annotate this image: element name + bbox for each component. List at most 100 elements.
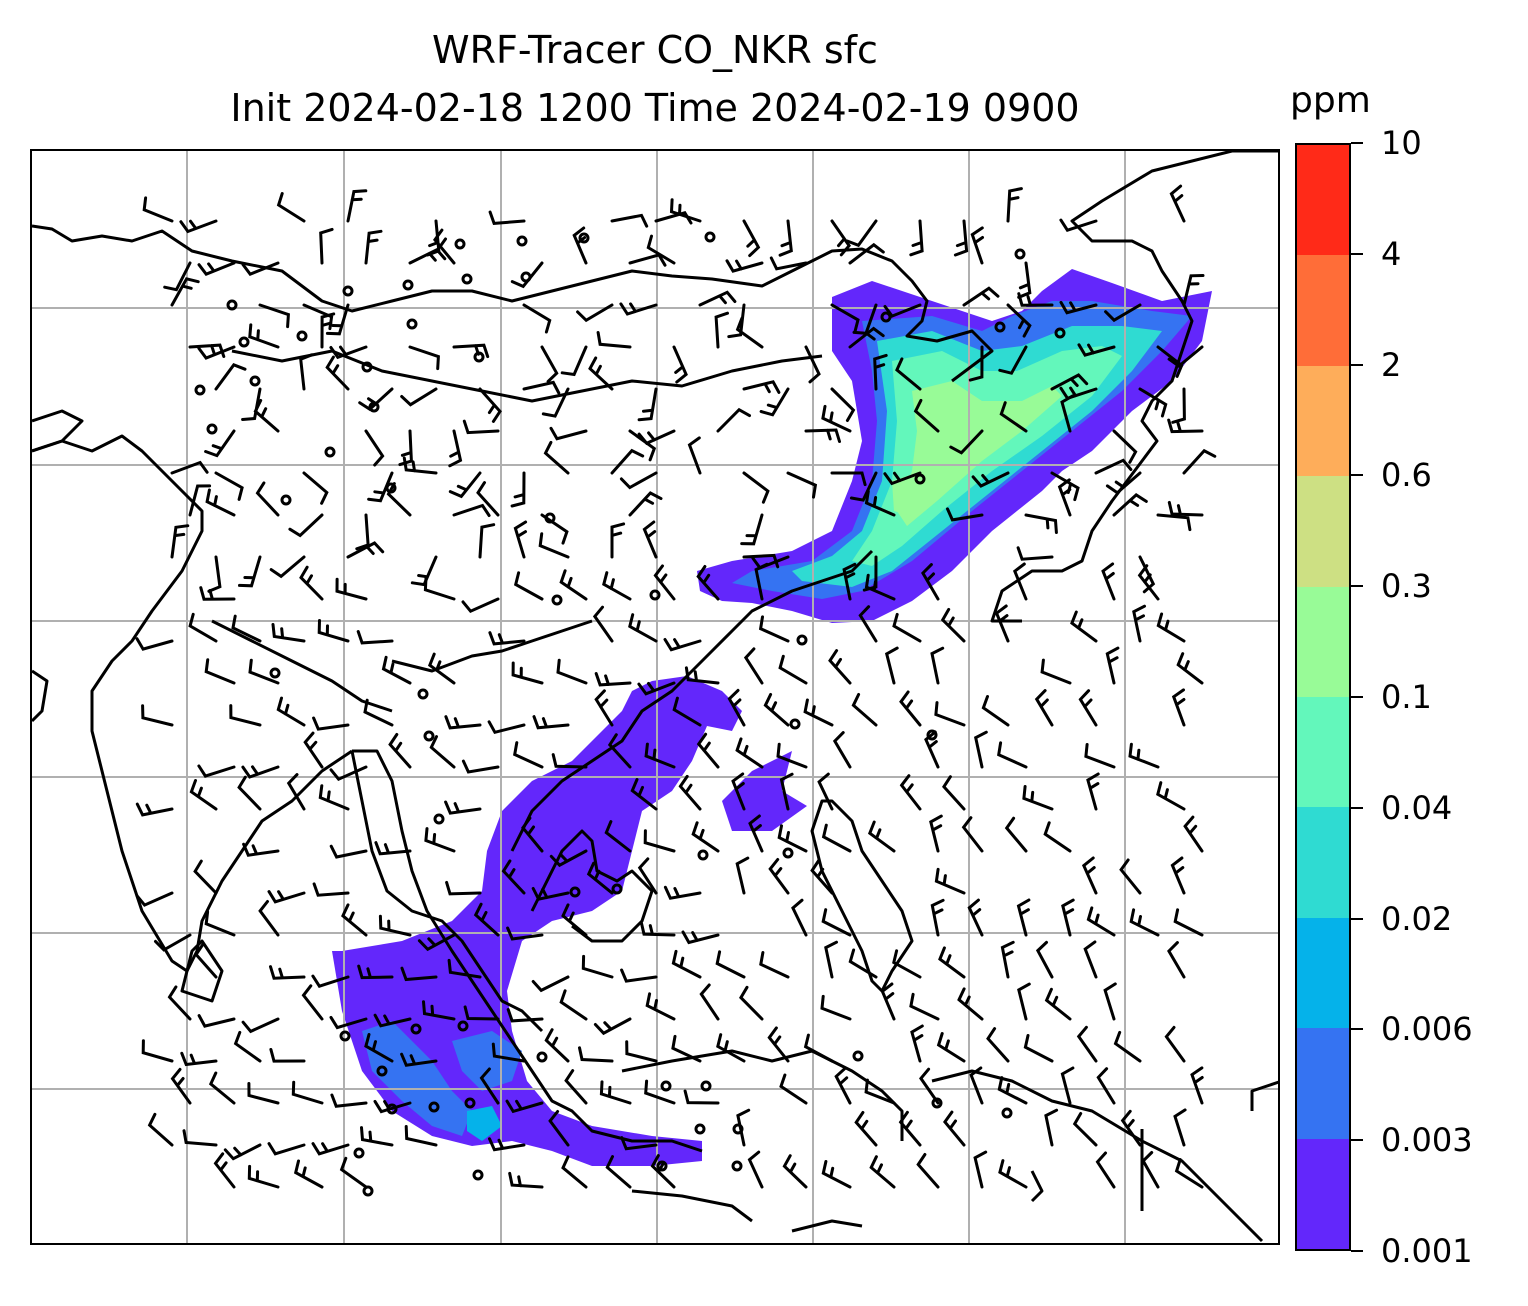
- colorbar-tick: [1351, 142, 1363, 144]
- wind-barb: [588, 356, 614, 391]
- colorbar: [1295, 143, 1351, 1251]
- wind-barb: [653, 564, 676, 601]
- wind-barb: [645, 992, 676, 1021]
- colorbar-segment: [1297, 696, 1349, 808]
- wind-barb: [864, 489, 896, 517]
- wind-barb: [1012, 562, 1028, 601]
- wind-barb: [671, 949, 702, 979]
- wind-barb: [559, 989, 588, 1021]
- wind-barb: [821, 823, 852, 853]
- wind-barb: [997, 1076, 1028, 1105]
- wind-barb: [834, 1066, 852, 1105]
- wind-barb: [269, 965, 306, 980]
- wind-barb: [848, 242, 885, 265]
- wind-barb: [188, 612, 218, 643]
- wind-barb: [892, 949, 922, 979]
- wind-barb: [899, 774, 922, 811]
- wind-barb: [605, 1155, 632, 1189]
- wind-barb: [1016, 546, 1054, 561]
- colorbar-tick-label: 10: [1381, 124, 1422, 162]
- wind-barb: [513, 741, 544, 769]
- wind-barb: [135, 637, 174, 651]
- wind-barb: [479, 1067, 500, 1105]
- wind-barb: [1104, 303, 1142, 323]
- calm-wind-circles: [194, 231, 1066, 1197]
- wind-barb: [248, 323, 280, 349]
- wind-barb: [883, 303, 922, 318]
- wind-barb: [957, 987, 984, 1021]
- wind-barb: [170, 1067, 192, 1105]
- wind-barb: [549, 426, 588, 441]
- wind-barb: [642, 520, 658, 559]
- wind-barb: [312, 716, 350, 731]
- wind-barb: [269, 1048, 306, 1063]
- wind-barb: [1128, 742, 1160, 769]
- wind-barb: [180, 1051, 218, 1067]
- wind-barb: [998, 345, 1028, 375]
- wind-barb: [628, 253, 667, 267]
- map-canvas: [32, 151, 1278, 1243]
- wind-barb: [339, 1156, 368, 1189]
- wind-barb: [735, 737, 764, 769]
- wind-barb: [1083, 940, 1098, 979]
- wind-barb: [740, 513, 764, 546]
- wind-barb: [625, 1040, 658, 1063]
- wind-barb: [961, 816, 984, 853]
- wind-barb: [444, 800, 482, 815]
- wind-barb: [828, 649, 852, 685]
- wind-barb: [452, 503, 491, 517]
- map-subtitle: Init 2024-02-18 1200 Time 2024-02-19 090…: [230, 86, 1080, 130]
- wind-barb: [594, 689, 614, 727]
- colorbar-tick: [1351, 1139, 1363, 1142]
- wind-barb: [1094, 458, 1133, 475]
- map-title: WRF-Tracer CO_NKR sfc: [432, 28, 878, 72]
- wind-barb: [936, 1032, 966, 1063]
- wind-barb: [967, 898, 984, 937]
- wind-barb: [357, 964, 394, 980]
- wind-barb: [1141, 1151, 1160, 1189]
- wind-barb: [731, 772, 746, 811]
- wind-barb: [325, 303, 350, 336]
- wind-barb: [255, 481, 280, 517]
- colorbar-tick: [1351, 917, 1363, 920]
- wind-barb: [276, 696, 306, 727]
- wind-barb: [506, 926, 544, 941]
- wind-barb: [1167, 418, 1204, 434]
- wind-barb: [505, 1099, 544, 1114]
- wind-barb: [561, 1155, 588, 1189]
- wind-barb: [325, 355, 350, 391]
- wind-barb: [388, 733, 412, 769]
- wind-barb: [930, 898, 945, 937]
- wind-barb: [1120, 1109, 1142, 1147]
- wind-barb: [663, 885, 702, 900]
- wind-barb: [478, 523, 496, 559]
- wind-barb: [513, 571, 544, 601]
- wind-barb: [1176, 652, 1204, 685]
- colorbar-tick: [1351, 474, 1363, 477]
- wind-barb: [267, 890, 306, 904]
- wind-barb: [167, 985, 192, 1021]
- wind-barb: [830, 387, 856, 422]
- wind-barb: [510, 471, 526, 508]
- wind-barb: [374, 841, 412, 856]
- wind-barb: [1156, 781, 1186, 811]
- wind-barb: [803, 698, 834, 727]
- wind-barb: [1076, 1025, 1098, 1063]
- wind-barb: [1077, 343, 1116, 357]
- wind-barb: [973, 1150, 988, 1189]
- colorbar-tick: [1351, 696, 1363, 698]
- wind-barb: [276, 192, 306, 223]
- wind-barb: [463, 1005, 500, 1021]
- wind-barb: [1105, 471, 1142, 495]
- wind-barb: [461, 759, 500, 774]
- wind-barb: [423, 576, 456, 601]
- wind-barb: [576, 303, 614, 323]
- wind-barb: [293, 1159, 324, 1189]
- colorbar-tick-label: 0.006: [1381, 1010, 1473, 1049]
- wind-barb: [986, 1027, 1010, 1063]
- wind-barb: [541, 387, 570, 418]
- wind-barb: [540, 345, 559, 383]
- wind-barb: [998, 1159, 1028, 1189]
- wind-barb: [934, 701, 966, 727]
- wind-barb: [318, 784, 350, 811]
